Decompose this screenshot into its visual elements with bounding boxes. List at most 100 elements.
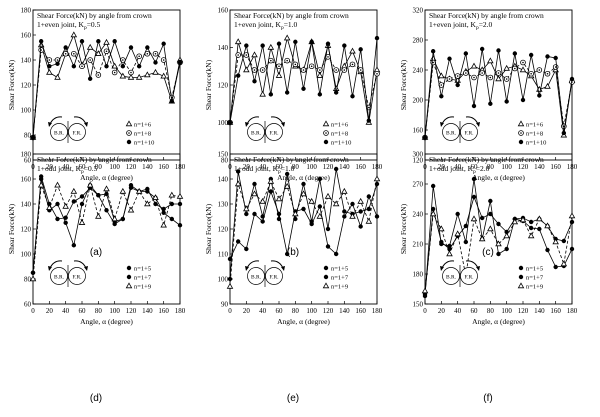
data-point (226, 282, 234, 289)
data-point (438, 225, 445, 232)
legend-entry: n=1+8 (526, 130, 543, 137)
x-tick-label: 160 (550, 163, 561, 171)
y-tick-label: 120 (218, 225, 229, 233)
subtitle-main: 1+even joint, K (234, 20, 282, 29)
x-tick-label: 120 (518, 307, 529, 315)
data-point (504, 229, 509, 235)
br-label: B.R. (446, 275, 457, 281)
data-point (430, 206, 436, 212)
x-tick-label: 140 (339, 163, 350, 171)
data-point (429, 210, 437, 217)
y-tick-label: 180 (21, 150, 32, 158)
data-point (537, 93, 542, 98)
data-point (503, 64, 510, 71)
x-tick-label: 180 (372, 307, 383, 315)
data-point (283, 182, 291, 189)
br-label: B.R. (251, 131, 262, 137)
fr-label: F.R. (464, 275, 474, 281)
subtitle-subscript: p (476, 25, 479, 31)
x-tick-label: 60 (276, 307, 284, 315)
data-point (544, 82, 551, 89)
legend-entry: n=1+7 (526, 274, 544, 281)
data-point-dot (48, 59, 51, 61)
data-point (528, 52, 534, 58)
data-point-dot (122, 59, 124, 61)
data-point (373, 175, 381, 182)
right-arrowhead-icon (476, 266, 480, 271)
chart-title: Shear Force(kN) by angle from crown (37, 155, 152, 164)
data-point (260, 214, 265, 219)
data-point (244, 211, 249, 217)
data-point-dot (505, 78, 508, 80)
data-point (153, 201, 158, 207)
data-point (111, 215, 118, 222)
legend-entry: n=1+6 (526, 121, 544, 128)
chart-title: Shear Force(kN) by angle from crown (234, 11, 349, 20)
legend-entry: n=1+7 (331, 274, 349, 281)
data-point (519, 66, 527, 73)
data-point (161, 206, 166, 212)
data-point (317, 176, 323, 182)
y-tick-label: 180 (21, 6, 32, 14)
data-point (358, 224, 363, 229)
series-3 (422, 46, 575, 140)
chart-subtitle: 1+odd joint, Kp=2.0 (429, 164, 490, 175)
y-tick-label: 280 (413, 36, 424, 44)
data-point (325, 41, 331, 46)
x-tick-label: 20 (438, 307, 446, 315)
x-tick-label: 80 (95, 307, 103, 315)
legend-marker-dot (128, 132, 130, 134)
data-point (324, 192, 332, 199)
data-point (260, 43, 265, 48)
data-point (38, 176, 44, 182)
x-tick-label: 100 (306, 307, 317, 315)
data-point (169, 216, 175, 222)
data-point (177, 223, 183, 228)
data-point (471, 194, 477, 200)
y-tick-label: 130 (218, 200, 229, 208)
chart-subtitle: 1+odd joint, Kp=1.0 (234, 164, 295, 175)
data-point (119, 187, 127, 194)
data-point (161, 41, 166, 46)
data-point-dot (514, 67, 516, 70)
legend-marker (518, 274, 524, 280)
subtitle-main: 1+odd joint, K (429, 164, 474, 173)
data-point-dot (73, 52, 75, 55)
data-point (227, 120, 233, 125)
br-ring-icon (247, 123, 265, 141)
data-point (332, 200, 340, 207)
data-point (430, 183, 436, 189)
subtitle-suffix: =1.0 (281, 164, 295, 173)
data-point (86, 181, 94, 188)
data-point (96, 193, 101, 198)
data-point (120, 64, 126, 69)
y-tick-label: 240 (413, 66, 424, 74)
data-point-dot (138, 55, 140, 58)
data-point (488, 101, 493, 106)
data-point (95, 212, 102, 219)
data-point (169, 99, 175, 104)
data-point (260, 219, 265, 224)
br-ring-icon (50, 267, 68, 285)
data-point-dot (440, 84, 443, 86)
x-tick-label: 120 (323, 163, 334, 171)
left-arrowhead-icon (48, 122, 52, 127)
x-tick-label: 80 (292, 307, 300, 315)
data-point (37, 181, 45, 188)
data-point (30, 135, 36, 140)
right-arrowhead-icon (281, 266, 285, 271)
data-point (284, 251, 290, 257)
data-point (293, 39, 298, 45)
x-tick-label: 60 (471, 163, 479, 171)
plot-frame (424, 153, 573, 305)
data-point (301, 86, 306, 91)
data-point-dot (497, 72, 500, 74)
series-1 (29, 31, 184, 140)
x-axis-label: Angle, α (degree) (277, 317, 330, 326)
right-arrowhead-icon (281, 122, 285, 127)
data-point (70, 31, 78, 38)
data-point (54, 181, 61, 188)
data-point (463, 51, 469, 56)
y-tick-label: 270 (413, 180, 424, 188)
data-point (46, 68, 53, 75)
